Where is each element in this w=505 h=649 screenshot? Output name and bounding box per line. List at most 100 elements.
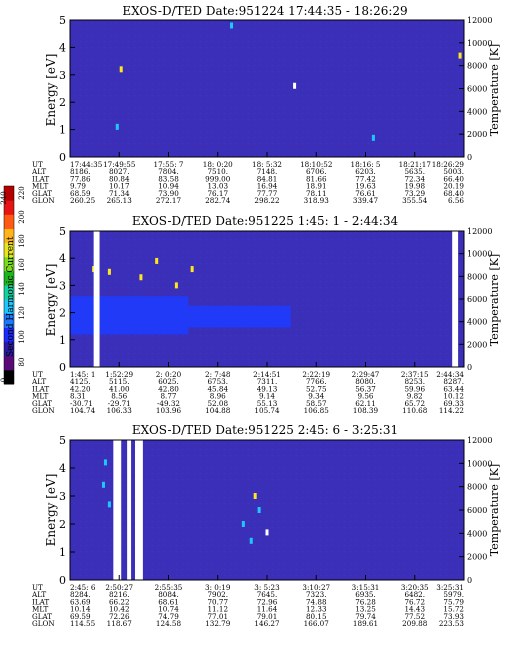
ephemeris-value: -30.71	[70, 399, 93, 408]
ephemeris-value: 282.74	[205, 196, 231, 205]
ephemeris-value: 6203.	[355, 167, 376, 176]
colorbar-swatch	[4, 186, 14, 201]
colorbar-swatch	[4, 228, 14, 244]
ephemeris-value: 4125.	[70, 377, 91, 386]
data-gap	[135, 440, 143, 580]
ephemeris-value: 8.31	[70, 392, 86, 401]
ephemeris-value: 265.13	[107, 196, 133, 205]
ephemeris-value: 20.19	[443, 182, 464, 191]
y2-tick-label: 8000	[467, 483, 487, 492]
data-spot	[249, 537, 253, 544]
ephemeris-value: 118.67	[107, 619, 133, 628]
colorbar-tick: 160	[18, 258, 26, 271]
colorbar-swatch	[4, 369, 14, 385]
panel-1: EXOS-D/TED Date:951224 17:44:35 - 18:26:…	[31, 4, 501, 205]
data-gap	[113, 440, 122, 580]
ephemeris-value: 2:37:15	[401, 370, 429, 379]
data-band	[188, 305, 291, 328]
y-tick-label: 0	[59, 151, 66, 164]
data-spot	[257, 507, 261, 513]
ephemeris-value: 9.82	[407, 392, 423, 401]
data-gap	[127, 440, 132, 580]
ephemeris-value: 8186.	[70, 167, 91, 176]
ephemeris-value: 78.11	[306, 189, 327, 198]
data-spot	[119, 66, 123, 73]
axis-ticks: 0 1 2 3 4 5 0 2000 4000 6000 8000 10000 12000	[59, 14, 492, 164]
panel-title: EXOS-D/TED Date:951225 2:45: 6 - 3:25:31	[132, 423, 398, 437]
ephemeris-row-label: UT	[32, 370, 43, 379]
ephemeris-value: 73.29	[404, 189, 425, 198]
ephemeris-value: 18.91	[306, 182, 327, 191]
ephemeris-value: 8.56	[111, 392, 127, 401]
ephemeris-row-label: ILAT	[32, 384, 49, 393]
y-tick-label: 3	[59, 279, 66, 292]
ephemeris-value: 73.90	[158, 189, 179, 198]
ephemeris-value: 17:55: 7	[154, 160, 184, 169]
y-tick-label: 5	[59, 434, 66, 447]
ephemeris-row-label: MLT	[32, 605, 49, 614]
data-band	[70, 296, 189, 335]
colorbar-label: Second Harmonic Current	[6, 236, 16, 357]
ephemeris-value: 3:15:31	[352, 583, 380, 592]
data-spot	[155, 257, 159, 264]
ephemeris-value: 6753.	[207, 377, 228, 386]
y-tick-label: 2	[59, 518, 66, 531]
colorbar-tick: 100	[18, 330, 26, 343]
panel-title: EXOS-D/TED Date:951225 1:45: 1 - 2:44:34	[132, 214, 399, 228]
ephemeris-value: 12.33	[306, 605, 327, 614]
ephemeris-value: 272.17	[156, 196, 182, 205]
y2-tick-label: 6000	[467, 295, 487, 304]
ephemeris-value: 65.72	[404, 399, 425, 408]
ephemeris-row-label: GLON	[32, 196, 55, 205]
colorbar-tick: 140	[18, 282, 26, 295]
ephemeris-value: 2:22:19	[302, 370, 330, 379]
ephemeris-value: 56.37	[355, 384, 376, 393]
ephemeris-value: 19.98	[404, 182, 425, 191]
ephemeris-value: 68.61	[158, 597, 179, 606]
ephemeris-row-label: UT	[32, 160, 43, 169]
y2-tick-label: 6000	[467, 506, 487, 515]
data-spot	[458, 52, 462, 59]
y-tick-label: 0	[59, 361, 66, 374]
ephemeris-value: 45.84	[207, 384, 228, 393]
ephemeris-value: 63.69	[70, 597, 91, 606]
colorbar-blocks	[3, 185, 15, 385]
ephemeris-value: 6025.	[158, 377, 179, 386]
ephemeris-value: 18: 0:20	[203, 160, 233, 169]
ephemeris-value: 355.54	[402, 196, 428, 205]
y2-tick-label: 12000	[467, 227, 492, 236]
data-spot	[253, 493, 257, 499]
ephemeris-value: 114.22	[439, 406, 464, 415]
ephemeris-value: 7902.	[207, 590, 228, 599]
ephemeris-value: 19.63	[355, 182, 376, 191]
ephemeris-value: 76.72	[404, 597, 425, 606]
ephemeris-row-label: GLAT	[32, 399, 52, 408]
ephemeris-row-label: ALT	[31, 167, 46, 176]
ephemeris-value: 209.88	[402, 619, 428, 628]
ephemeris-value: 11.64	[257, 605, 278, 614]
ephemeris-value: 68.59	[70, 189, 91, 198]
ephemeris-value: 10.17	[109, 182, 130, 191]
ephemeris-value: 16.94	[257, 182, 278, 191]
ephemeris-value: 105.74	[254, 406, 280, 415]
ephemeris-value: 2:55:35	[155, 583, 183, 592]
y2-tick-label: 8000	[467, 272, 487, 281]
ephemeris-value: 3:10:27	[302, 583, 330, 592]
ephemeris-value: 10.14	[70, 605, 91, 614]
y2-tick-label: 6000	[467, 85, 487, 94]
ephemeris-value: 11.12	[207, 605, 228, 614]
ephemeris-value: 14.43	[404, 605, 425, 614]
ephemeris-value: 6.56	[448, 196, 464, 205]
ephemeris-row-label: GLON	[32, 406, 55, 415]
y2-tick-label: 2000	[467, 553, 487, 562]
ephemeris-value: 73.93	[443, 612, 464, 621]
ephemeris-value: 2: 7:48	[205, 370, 231, 379]
ephemeris-value: 8284.	[70, 590, 91, 599]
plot-marks	[101, 440, 269, 580]
ephemeris-value: 7510.	[207, 167, 228, 176]
ephemeris-value: 7148.	[257, 167, 278, 176]
ephemeris-value: 103.96	[156, 406, 182, 415]
ephemeris-row-label: ALT	[31, 590, 46, 599]
